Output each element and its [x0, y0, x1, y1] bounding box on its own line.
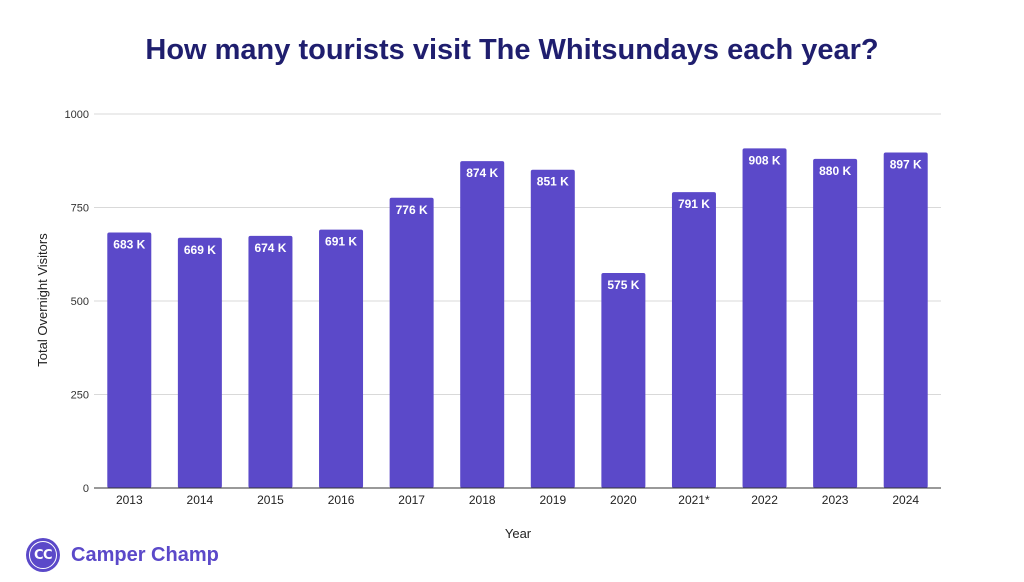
y-tick-label: 750: [71, 203, 89, 215]
x-tick-label: 2018: [469, 493, 496, 507]
brand-name: Camper Champ: [71, 543, 219, 566]
x-tick-label: 2016: [328, 493, 355, 507]
y-axis-label: Total Overnight Visitors: [35, 233, 50, 367]
bar-data-label: 851 K: [537, 175, 569, 189]
y-axis-ticks: 0 250 500 750 1000: [65, 109, 89, 495]
bar-data-label: 791 K: [678, 197, 710, 211]
bar-data-label: 575 K: [607, 278, 639, 292]
bar-data-label: 874 K: [466, 166, 498, 180]
bar-2013: [107, 232, 152, 488]
y-tick-label: 0: [83, 483, 89, 495]
bar-2016: [319, 229, 364, 489]
bar-data-label: 674 K: [254, 241, 286, 255]
camper-champ-logo-icon: CC: [26, 538, 60, 572]
y-tick-label: 500: [71, 296, 89, 308]
bar-2018: [460, 161, 505, 488]
bar-data-labels: 683 K 669 K 674 K 691 K 776 K 874 K 851 K 575 K…: [113, 153, 922, 292]
y-tick-label: 250: [71, 390, 89, 402]
bar-2024: [883, 152, 928, 488]
bar-data-label: 669 K: [184, 243, 216, 257]
bar-data-label: 908 K: [749, 153, 781, 167]
bar-2017: [389, 197, 434, 488]
x-tick-label: 2022: [751, 493, 778, 507]
bar-2019: [530, 169, 575, 488]
x-tick-label: 2014: [187, 493, 214, 507]
x-axis-ticks: 2013 2014 2015 2016 2017 2018 2019 2020 2021* 202…: [116, 493, 919, 507]
x-tick-label: 2020: [610, 493, 637, 507]
bar-data-label: 683 K: [113, 238, 145, 252]
bar-data-label: 880 K: [819, 164, 851, 178]
bar-2015: [248, 235, 293, 488]
x-axis-label: Year: [505, 526, 532, 541]
bar-2021*: [671, 192, 716, 488]
y-tick-label: 1000: [65, 109, 89, 121]
gridlines: [94, 113, 941, 395]
x-tick-label: 2013: [116, 493, 143, 507]
x-tick-label: 2017: [398, 493, 425, 507]
x-tick-label: 2021*: [678, 493, 710, 507]
x-tick-label: 2024: [892, 493, 919, 507]
bar-2014: [177, 237, 222, 488]
x-tick-label: 2023: [822, 493, 849, 507]
chart-title: How many tourists visit The Whitsundays …: [145, 34, 879, 66]
bars: [107, 148, 928, 489]
x-tick-label: 2015: [257, 493, 284, 507]
bar-2020: [601, 272, 646, 488]
logo-initials: CC: [33, 547, 53, 563]
x-tick-label: 2019: [539, 493, 566, 507]
bar-2023: [813, 158, 858, 488]
bar-data-label: 691 K: [325, 235, 357, 249]
bar-2022: [742, 148, 787, 488]
brand-logo: CC Camper Champ: [26, 535, 219, 575]
bar-data-label: 776 K: [396, 203, 428, 217]
bar-data-label: 897 K: [890, 158, 922, 172]
